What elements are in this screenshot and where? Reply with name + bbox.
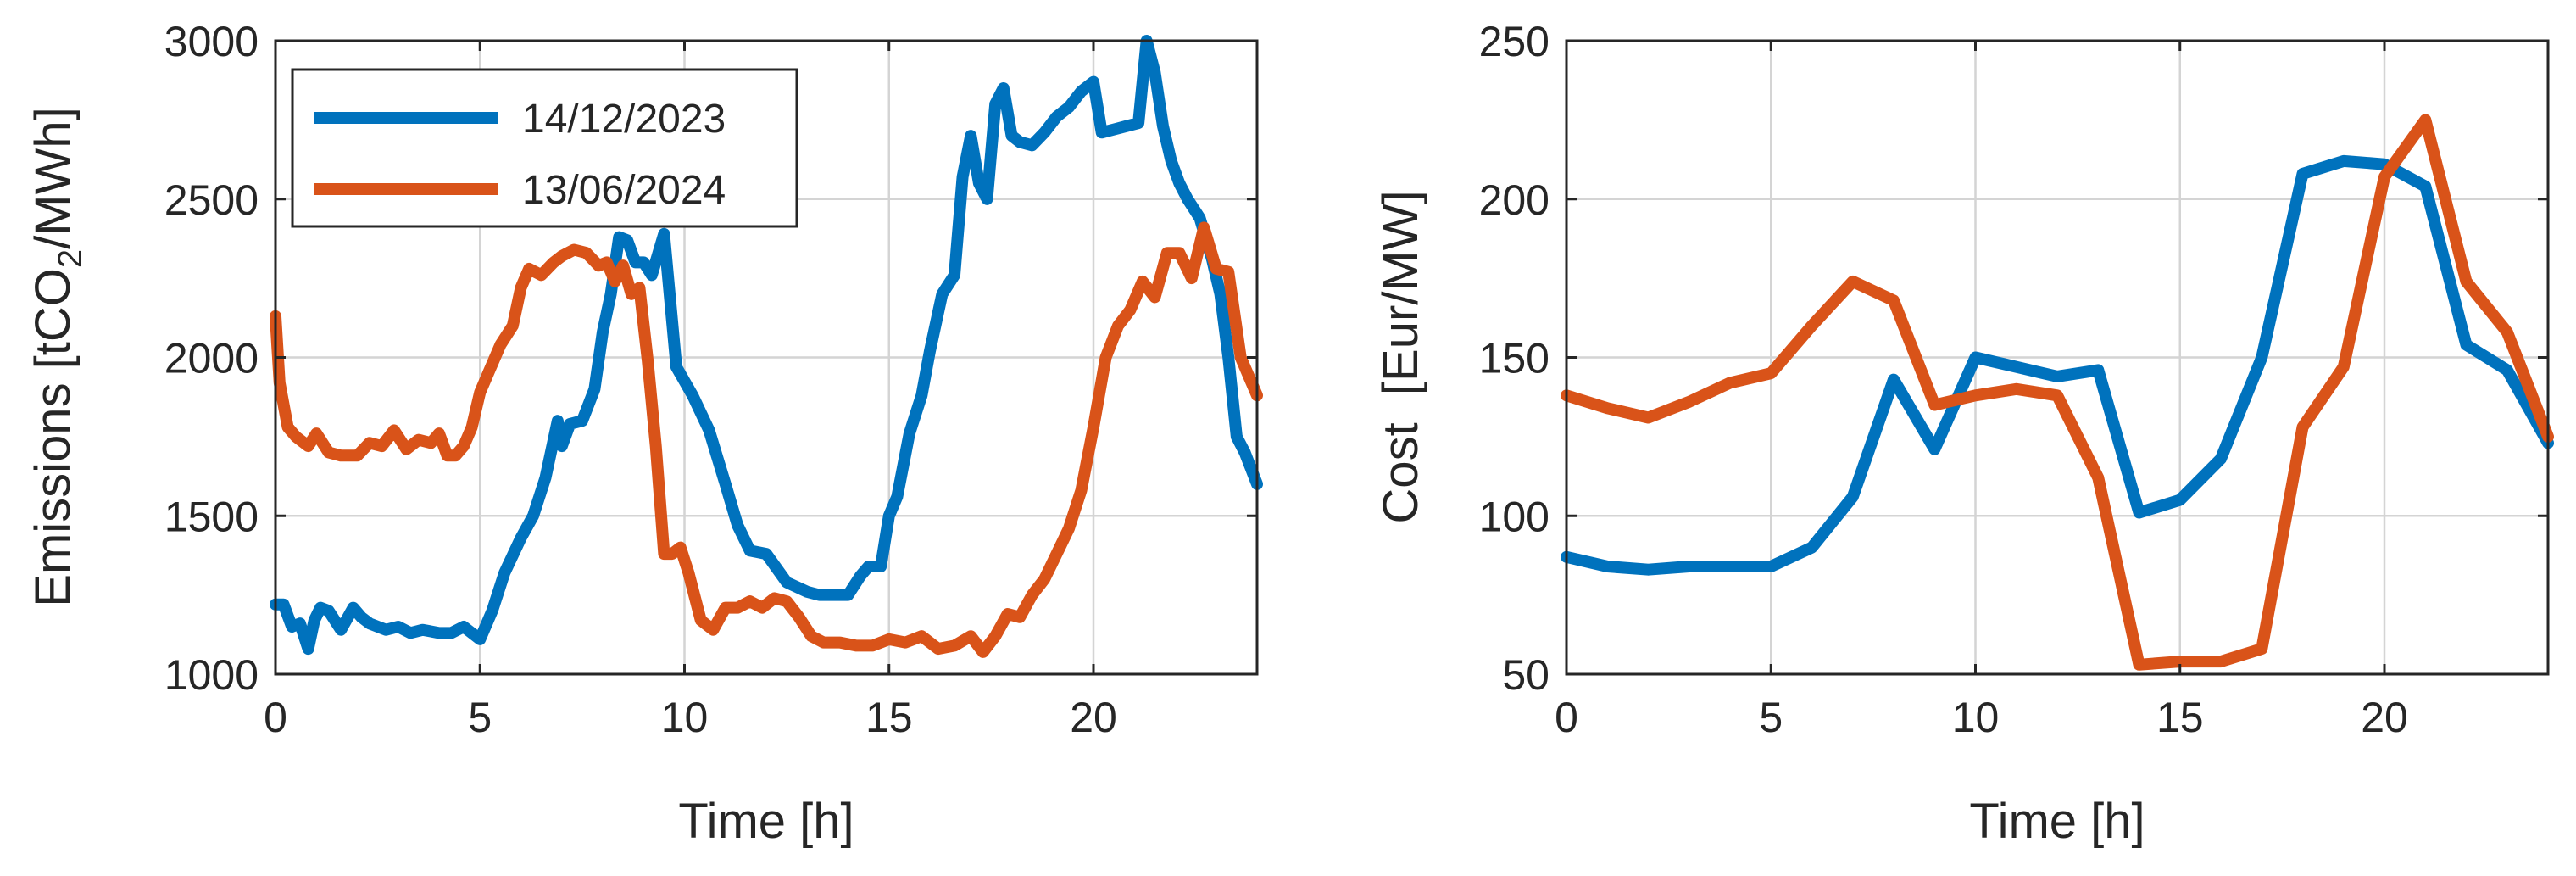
emissions-ylabel: Emissions [tCO2/MWh] (25, 107, 89, 606)
emissions-ytick-label: 3000 (164, 18, 259, 65)
emissions-xtick-label: 0 (264, 694, 287, 741)
emissions-series (270, 35, 1263, 658)
cost-ytick-label: 150 (1479, 335, 1549, 382)
cost-ytick-label: 50 (1502, 651, 1549, 699)
emissions-xtick-label: 15 (865, 694, 913, 741)
emissions-ytick-label: 1500 (164, 493, 259, 540)
emissions-ticks: 0 5 10 15 20 1000 1500 2000 2500 3000 (164, 18, 1257, 741)
cost-ytick-label: 250 (1479, 18, 1549, 65)
emissions-ylabel-sub: 2 (52, 249, 89, 268)
cost-ticks: 0 5 10 15 20 50 100 150 200 250 (1479, 18, 2548, 741)
emissions-xtick-label: 10 (661, 694, 709, 741)
legend-box (291, 68, 798, 228)
emissions-series-13-06-2024 (270, 221, 1263, 658)
cost-xlabel: Time [h] (1969, 794, 2145, 849)
legend: 14/12/2023 13/06/2024 (291, 68, 798, 228)
cost-grid (1565, 39, 2548, 676)
emissions-series-14-12-2023 (270, 35, 1263, 656)
cost-series-14-12-2023 (1561, 154, 2554, 576)
cost-chart: 0 5 10 15 20 50 100 150 200 250 Time [h] Cost [Eu… (1373, 18, 2554, 849)
cost-xtick-label: 20 (2361, 694, 2408, 741)
emissions-ytick-label: 2000 (164, 335, 259, 382)
emissions-chart: 0 5 10 15 20 1000 1500 2000 2500 3000 Time [h] Em… (25, 18, 1263, 849)
legend-label-1: 14/12/2023 (522, 97, 726, 142)
emissions-xlabel: Time [h] (678, 794, 854, 849)
cost-ytick-label: 100 (1479, 493, 1549, 540)
cost-ytick-label: 200 (1479, 176, 1549, 224)
emissions-ylabel-rest: /MWh] (25, 107, 81, 249)
cost-xtick-label: 10 (1952, 694, 2000, 741)
cost-xtick-label: 5 (1759, 694, 1783, 741)
emissions-ytick-label: 1000 (164, 651, 259, 699)
cost-xtick-label: 0 (1555, 694, 1578, 741)
emissions-xtick-label: 20 (1070, 694, 1117, 741)
cost-xtick-label: 15 (2156, 694, 2204, 741)
emissions-ylabel-main: Emissions [tCO (25, 268, 81, 607)
emissions-xtick-label: 5 (468, 694, 492, 741)
emissions-ytick-label: 2500 (164, 176, 259, 224)
cost-series (1561, 114, 2554, 671)
cost-series-13-06-2024 (1561, 114, 2554, 671)
legend-label-2: 13/06/2024 (522, 168, 726, 213)
cost-ylabel: Cost [Eur/MW] (1373, 190, 1428, 523)
